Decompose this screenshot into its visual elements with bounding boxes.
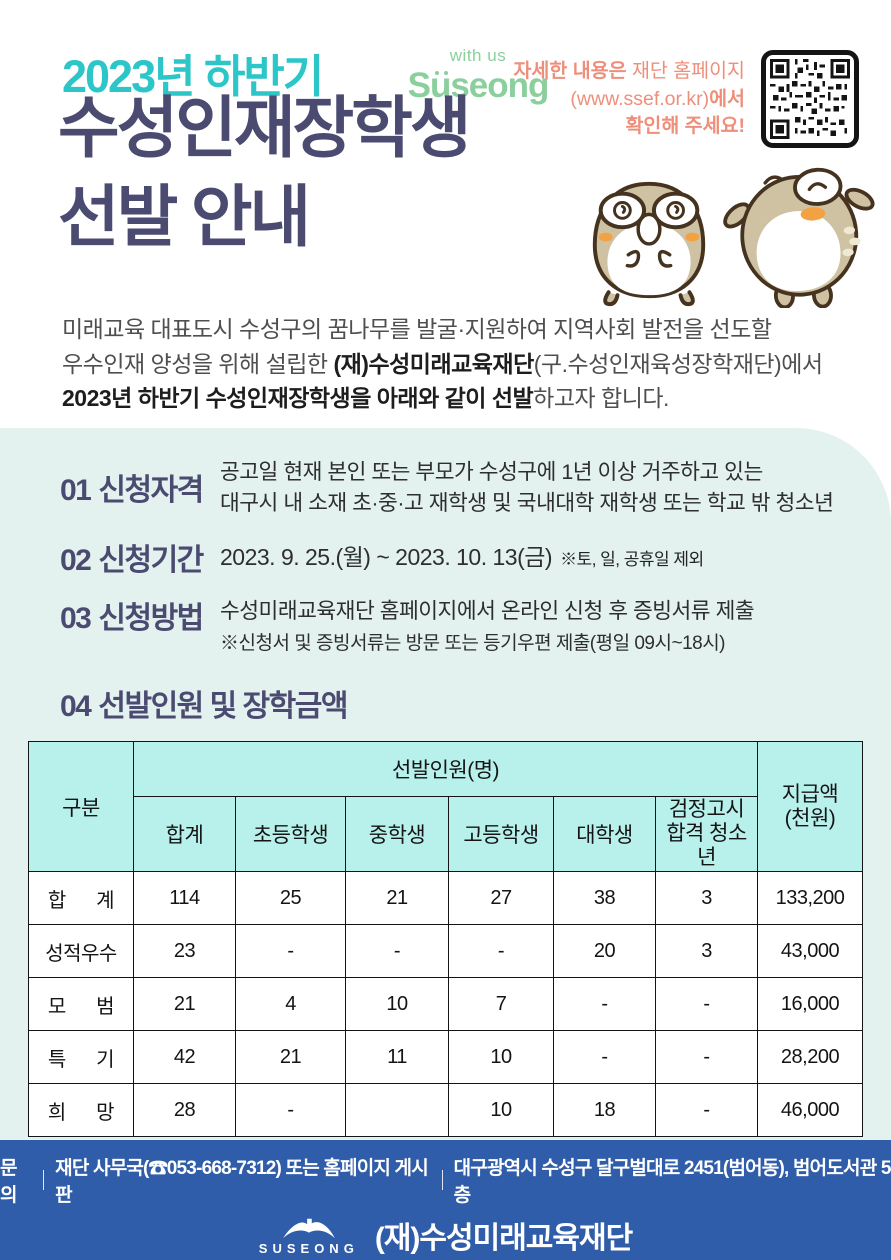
table-row-model: 모 범 21 4 10 7 - - 16,000 xyxy=(28,977,863,1032)
col-header-category: 구분 xyxy=(28,741,134,873)
qr-code xyxy=(761,50,859,148)
intro-line1: 미래교육 대표도시 수성구의 꿈나무를 발굴·지원하여 지역사회 발전을 선도할 xyxy=(62,316,772,342)
foundation-name: (재)수성미래교육재단 xyxy=(374,1222,633,1255)
qr-note-l3: 확인해 주세요! xyxy=(625,115,745,138)
section-eligibility-heading: 01 신청자격 xyxy=(60,473,204,507)
contact-line: 문의 재단 사무국(☎053-668-7312) 또는 홈페이지 게시판 대구광… xyxy=(0,1140,891,1207)
section-method-body: 수성미래교육재단 홈페이지에서 온라인 신청 후 증빙서류 제출 ※신청서 및 … xyxy=(220,593,755,657)
col-header-total: 합계 xyxy=(133,796,236,873)
page-title: 수성인재장학생 선발 안내 xyxy=(58,84,471,262)
qr-note: 자세한 내용은 재단 홈페이지 (www.ssef.or.kr)에서 확인해 주… xyxy=(475,58,745,141)
suseong-logo-text: SUSEONG xyxy=(258,1240,359,1256)
section-eligibility-body: 공고일 현재 본인 또는 부모가 수성구에 1년 이상 거주하고 있는 대구시 … xyxy=(220,460,834,516)
intro-line3: 2023년 하반기 수성인재장학생을 아래와 같이 선발하고자 합니다. xyxy=(62,385,669,411)
content-panel: 01 신청자격 공고일 현재 본인 또는 부모가 수성구에 1년 이상 거주하고 … xyxy=(0,428,891,1232)
qr-note-l1a: 자세한 내용은 xyxy=(513,60,632,82)
logo-tagline: with us xyxy=(449,46,507,65)
qr-note-l2b: 에서 xyxy=(709,87,745,110)
qr-note-l2a: (www.ssef.or.kr) xyxy=(570,87,710,110)
section-period-body: 2023. 9. 25.(월) ~ 2023. 10. 13(금) ※토, 일, … xyxy=(220,543,704,570)
table-row-talent: 특 기 42 21 11 10 - - 28,200 xyxy=(28,1030,863,1085)
col-header-high: 고등학생 xyxy=(448,796,554,873)
method-note: ※신청서 및 증빙서류는 방문 또는 등기우편 제출(평일 09시~18시) xyxy=(220,632,726,654)
table-row-total: 합 계 114 25 21 27 38 3 133,200 xyxy=(28,871,863,926)
col-header-ged: 검정고시 합격 청소년 xyxy=(655,796,758,873)
page-title-line1: 수성인재장학생 xyxy=(58,91,471,166)
footer: 문의 재단 사무국(☎053-668-7312) 또는 홈페이지 게시판 대구광… xyxy=(0,1140,891,1260)
separator xyxy=(441,1170,443,1190)
col-header-group: 선발인원(명) xyxy=(133,741,758,798)
section-period: 02 신청기간 2023. 9. 25.(월) ~ 2023. 10. 13(금)… xyxy=(60,535,851,579)
section-method: 03 신청방법 수성미래교육재단 홈페이지에서 온라인 신청 후 증빙서류 제출 … xyxy=(60,593,851,657)
suseong-with-us-logo: with us Suseong xyxy=(398,46,558,106)
footer-brand: SUSEONG (재)수성미래교육재단 xyxy=(0,1213,891,1257)
contact-office: 재단 사무국(☎053-668-7312) 또는 홈페이지 게시판 xyxy=(55,1158,429,1206)
section-table-heading: 04 선발인원 및 장학금액 xyxy=(60,690,348,724)
mascot-left-icon xyxy=(592,181,706,307)
mascot-characters xyxy=(582,156,875,308)
qr-code-pattern xyxy=(770,59,850,139)
mascot-right-icon xyxy=(723,167,875,308)
roof-icon xyxy=(282,1218,335,1238)
contact-address: 대구광역시 수성구 달구벌대로 2451(범어동), 범어도서관 5층 xyxy=(453,1158,891,1206)
table-row-hope: 희 망 28 - 10 18 - 46,000 xyxy=(28,1083,863,1138)
section-period-heading: 02 신청기간 xyxy=(60,544,204,578)
period-label: 2023년 하반기 xyxy=(62,51,324,102)
section-eligibility: 01 신청자격 공고일 현재 본인 또는 부모가 수성구에 1년 이상 거주하고 … xyxy=(60,454,851,519)
page-title-line2: 선발 안내 xyxy=(58,180,311,256)
separator xyxy=(43,1170,45,1190)
section-method-heading: 03 신청방법 xyxy=(60,602,204,636)
selection-table: 구분 선발인원(명) 지급액 (천원) 합계 초등학생 중학생 고등학생 대학생 xyxy=(28,741,863,1138)
col-header-elementary: 초등학생 xyxy=(235,796,346,873)
col-header-university: 대학생 xyxy=(553,796,656,873)
qr-note-l1b: 재단 홈페이지 xyxy=(631,60,745,82)
intro-line2: 우수인재 양성을 위해 설립한 (재)수성미래교육재단(구.수성인재육성장학재단… xyxy=(62,350,823,377)
col-header-middle: 중학생 xyxy=(345,796,449,873)
table-row-merit: 성적우수 23 - - - 20 3 43,000 xyxy=(28,924,863,979)
logo-wordmark: Suseong xyxy=(407,66,550,105)
period-note: ※토, 일, 공휴일 제외 xyxy=(560,549,704,569)
suseong-roof-logo: SUSEONG xyxy=(259,1216,359,1255)
intro-paragraph: 미래교육 대표도시 수성구의 꿈나무를 발굴·지원하여 지역사회 발전을 선도할… xyxy=(62,312,872,416)
contact-label: 문의 xyxy=(0,1158,17,1206)
col-header-amount: 지급액 (천원) xyxy=(757,741,863,873)
